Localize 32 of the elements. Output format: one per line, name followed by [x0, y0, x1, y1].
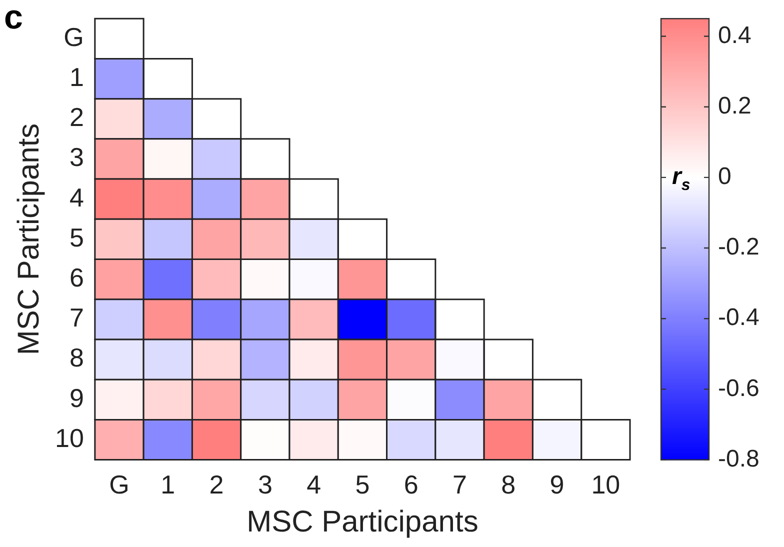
y-tick-label: 8 [69, 342, 84, 373]
y-tick-label: 2 [69, 102, 84, 132]
x-tick-label: 5 [355, 470, 370, 500]
y-tick-label: 6 [69, 262, 84, 292]
y-tick-label: 10 [55, 422, 84, 453]
x-tick-label: 2 [209, 470, 224, 500]
color-bar-label: 0.2 [718, 92, 752, 120]
color-bar-label: -0.2 [718, 234, 760, 261]
x-tick-label: G [109, 470, 130, 500]
x-tick-label: 10 [591, 470, 620, 500]
y-tick-label: G [64, 22, 84, 52]
y-tick-label: 5 [69, 222, 84, 252]
x-tick-label: 4 [306, 470, 322, 500]
color-bar-label: -0.8 [718, 445, 760, 472]
x-tick-label: 8 [501, 470, 516, 500]
y-axis-title: MSC Participants [12, 123, 46, 356]
color-bar-label: 0 [718, 163, 732, 190]
x-axis-title: MSC Participants [246, 505, 478, 538]
y-tick-label: 7 [69, 302, 84, 333]
x-tick-label: 1 [160, 470, 176, 500]
y-tick-label: 1 [69, 62, 84, 92]
x-tick-label: 9 [550, 470, 564, 500]
y-tick-label: 9 [69, 382, 84, 413]
color-bar-label: -0.6 [718, 374, 760, 402]
color-bar-label: 0.4 [718, 22, 752, 49]
text: c [4, 0, 23, 36]
y-tick-label: 3 [69, 142, 84, 172]
x-tick-label: 6 [404, 470, 418, 500]
x-tick-label: 3 [258, 470, 272, 500]
y-tick-label: 4 [69, 182, 84, 212]
x-tick-label: 7 [452, 470, 467, 500]
color-bar-label: -0.4 [718, 304, 760, 332]
